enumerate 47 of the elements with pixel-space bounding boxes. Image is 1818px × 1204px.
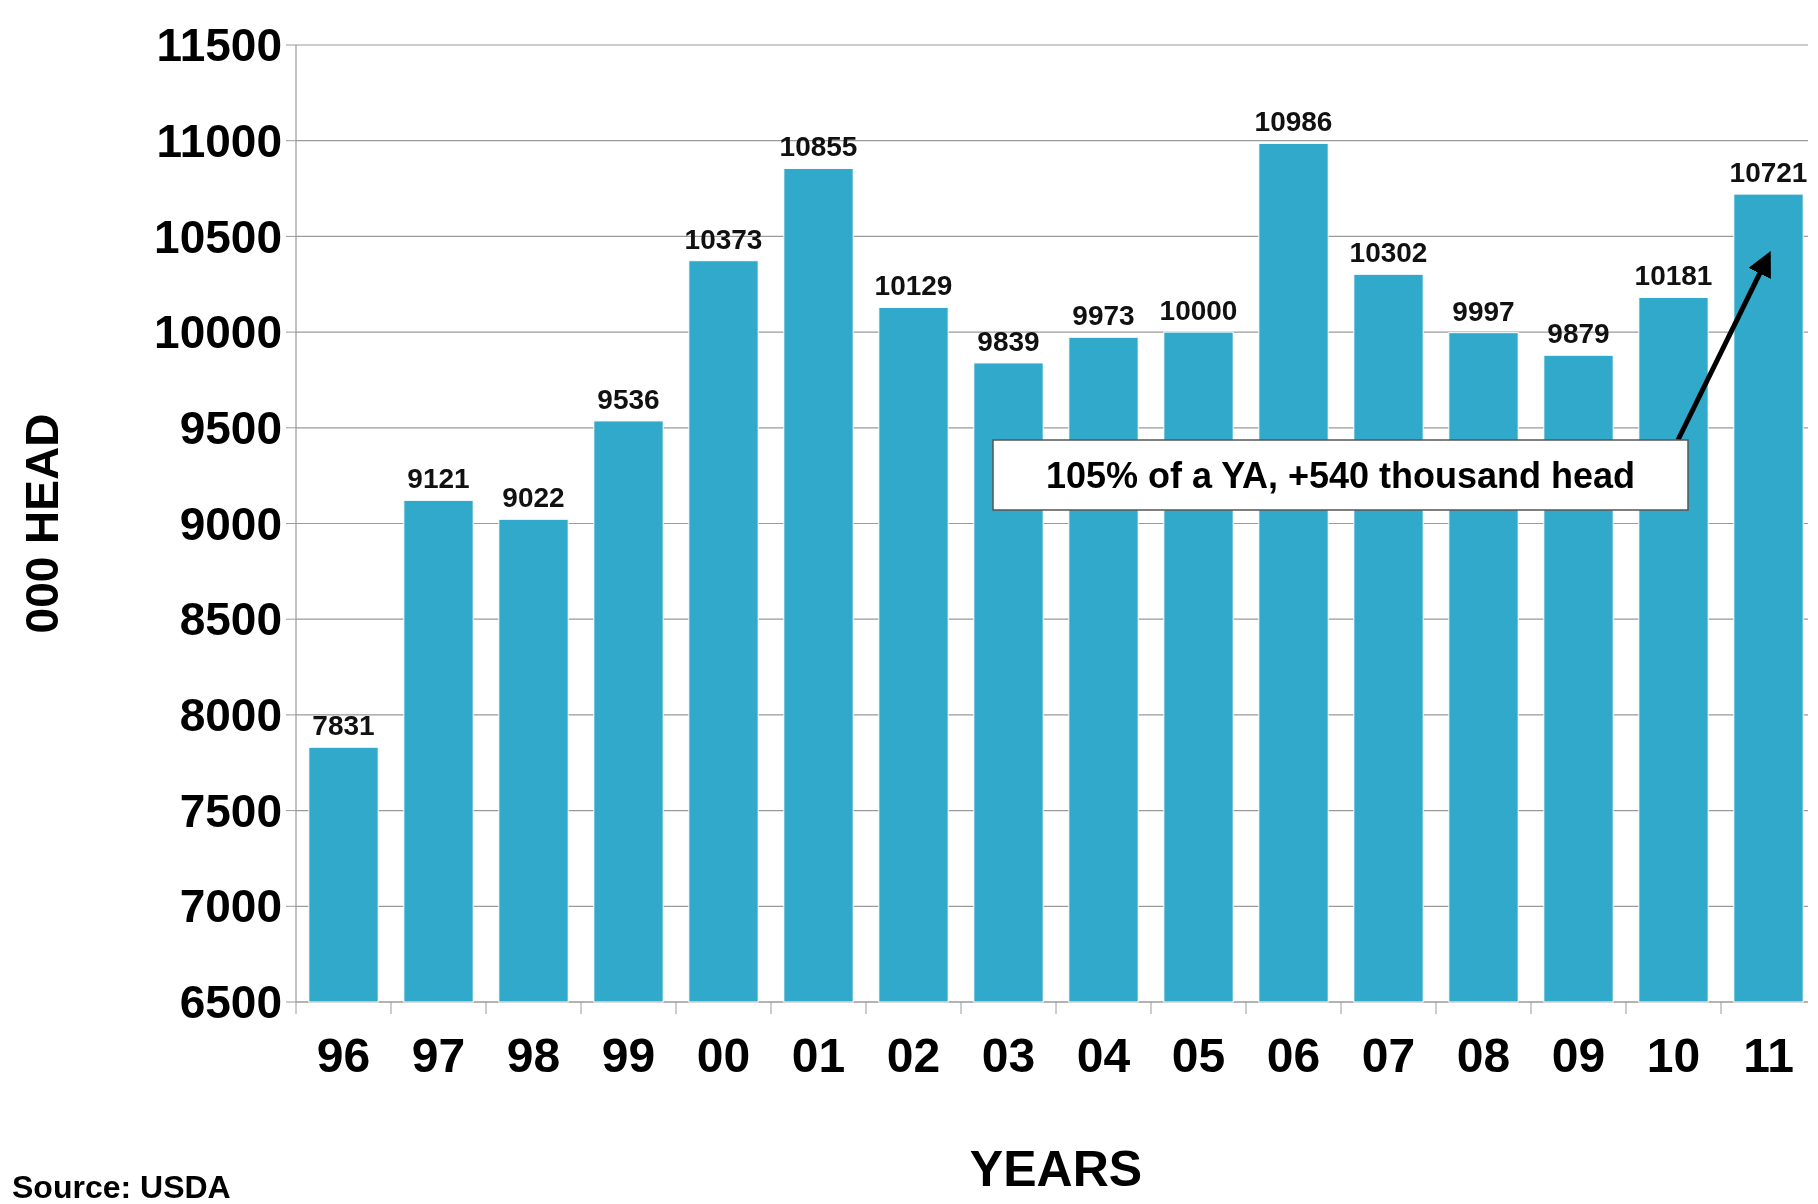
x-tick-label: 11 (1743, 1029, 1794, 1082)
y-tick-label: 9000 (179, 497, 282, 550)
annotation: 105% of a YA, +540 thousand head (1045, 454, 1636, 496)
x-tick-label: 10 (1646, 1029, 1701, 1082)
y-tick-label: 7500 (179, 784, 282, 837)
y-tick-label: 11500 (156, 19, 282, 72)
x-tick-label: 09 (1551, 1029, 1606, 1082)
data-label: 7831 (312, 710, 375, 742)
data-label: 9022 (502, 482, 565, 514)
data-label: 10000 (1159, 295, 1238, 327)
data-label: 9121 (407, 463, 470, 495)
source-note: Source: USDA (12, 1169, 231, 1204)
x-tick-label: 08 (1456, 1029, 1511, 1082)
y-tick-label: 10500 (154, 210, 282, 263)
data-label: 9839 (977, 325, 1040, 357)
data-label: 10373 (684, 223, 763, 255)
x-tick-label: 98 (506, 1029, 561, 1082)
x-axis-title: YEARS (969, 1141, 1143, 1197)
x-tick-label: 04 (1076, 1029, 1131, 1082)
y-tick-label: 6500 (179, 976, 282, 1029)
data-label: 9973 (1072, 300, 1135, 332)
x-tick-label: 07 (1361, 1029, 1416, 1082)
data-label: 9997 (1452, 295, 1515, 327)
data-label: 10302 (1349, 237, 1428, 269)
x-tick-label: 06 (1266, 1029, 1321, 1082)
x-tick-label: 03 (981, 1029, 1036, 1082)
x-tick-label: 02 (886, 1029, 941, 1082)
x-tick-label: 05 (1171, 1029, 1226, 1082)
x-tick-label: 99 (601, 1029, 656, 1082)
data-label: 10986 (1254, 106, 1333, 138)
data-label: 10721 (1729, 157, 1808, 189)
data-label: 9536 (597, 383, 660, 415)
data-label: 10129 (874, 270, 953, 302)
data-label: 10855 (779, 131, 858, 163)
data-label: 10181 (1634, 260, 1713, 292)
x-tick-label: 01 (791, 1029, 846, 1082)
data-label: 9879 (1547, 318, 1610, 350)
y-tick-label: 10000 (154, 306, 282, 359)
x-tick-label: 00 (696, 1029, 751, 1082)
y-tick-label: 8500 (179, 593, 282, 646)
y-tick-label: 8000 (179, 689, 282, 741)
y-axis-title: 000 HEAD (16, 413, 68, 634)
x-tick-label: 97 (411, 1029, 466, 1082)
y-tick-label: 7000 (179, 880, 282, 933)
y-tick-label: 11000 (156, 114, 282, 167)
x-tick-label: 96 (316, 1029, 371, 1082)
y-tick-label: 9500 (179, 401, 282, 454)
